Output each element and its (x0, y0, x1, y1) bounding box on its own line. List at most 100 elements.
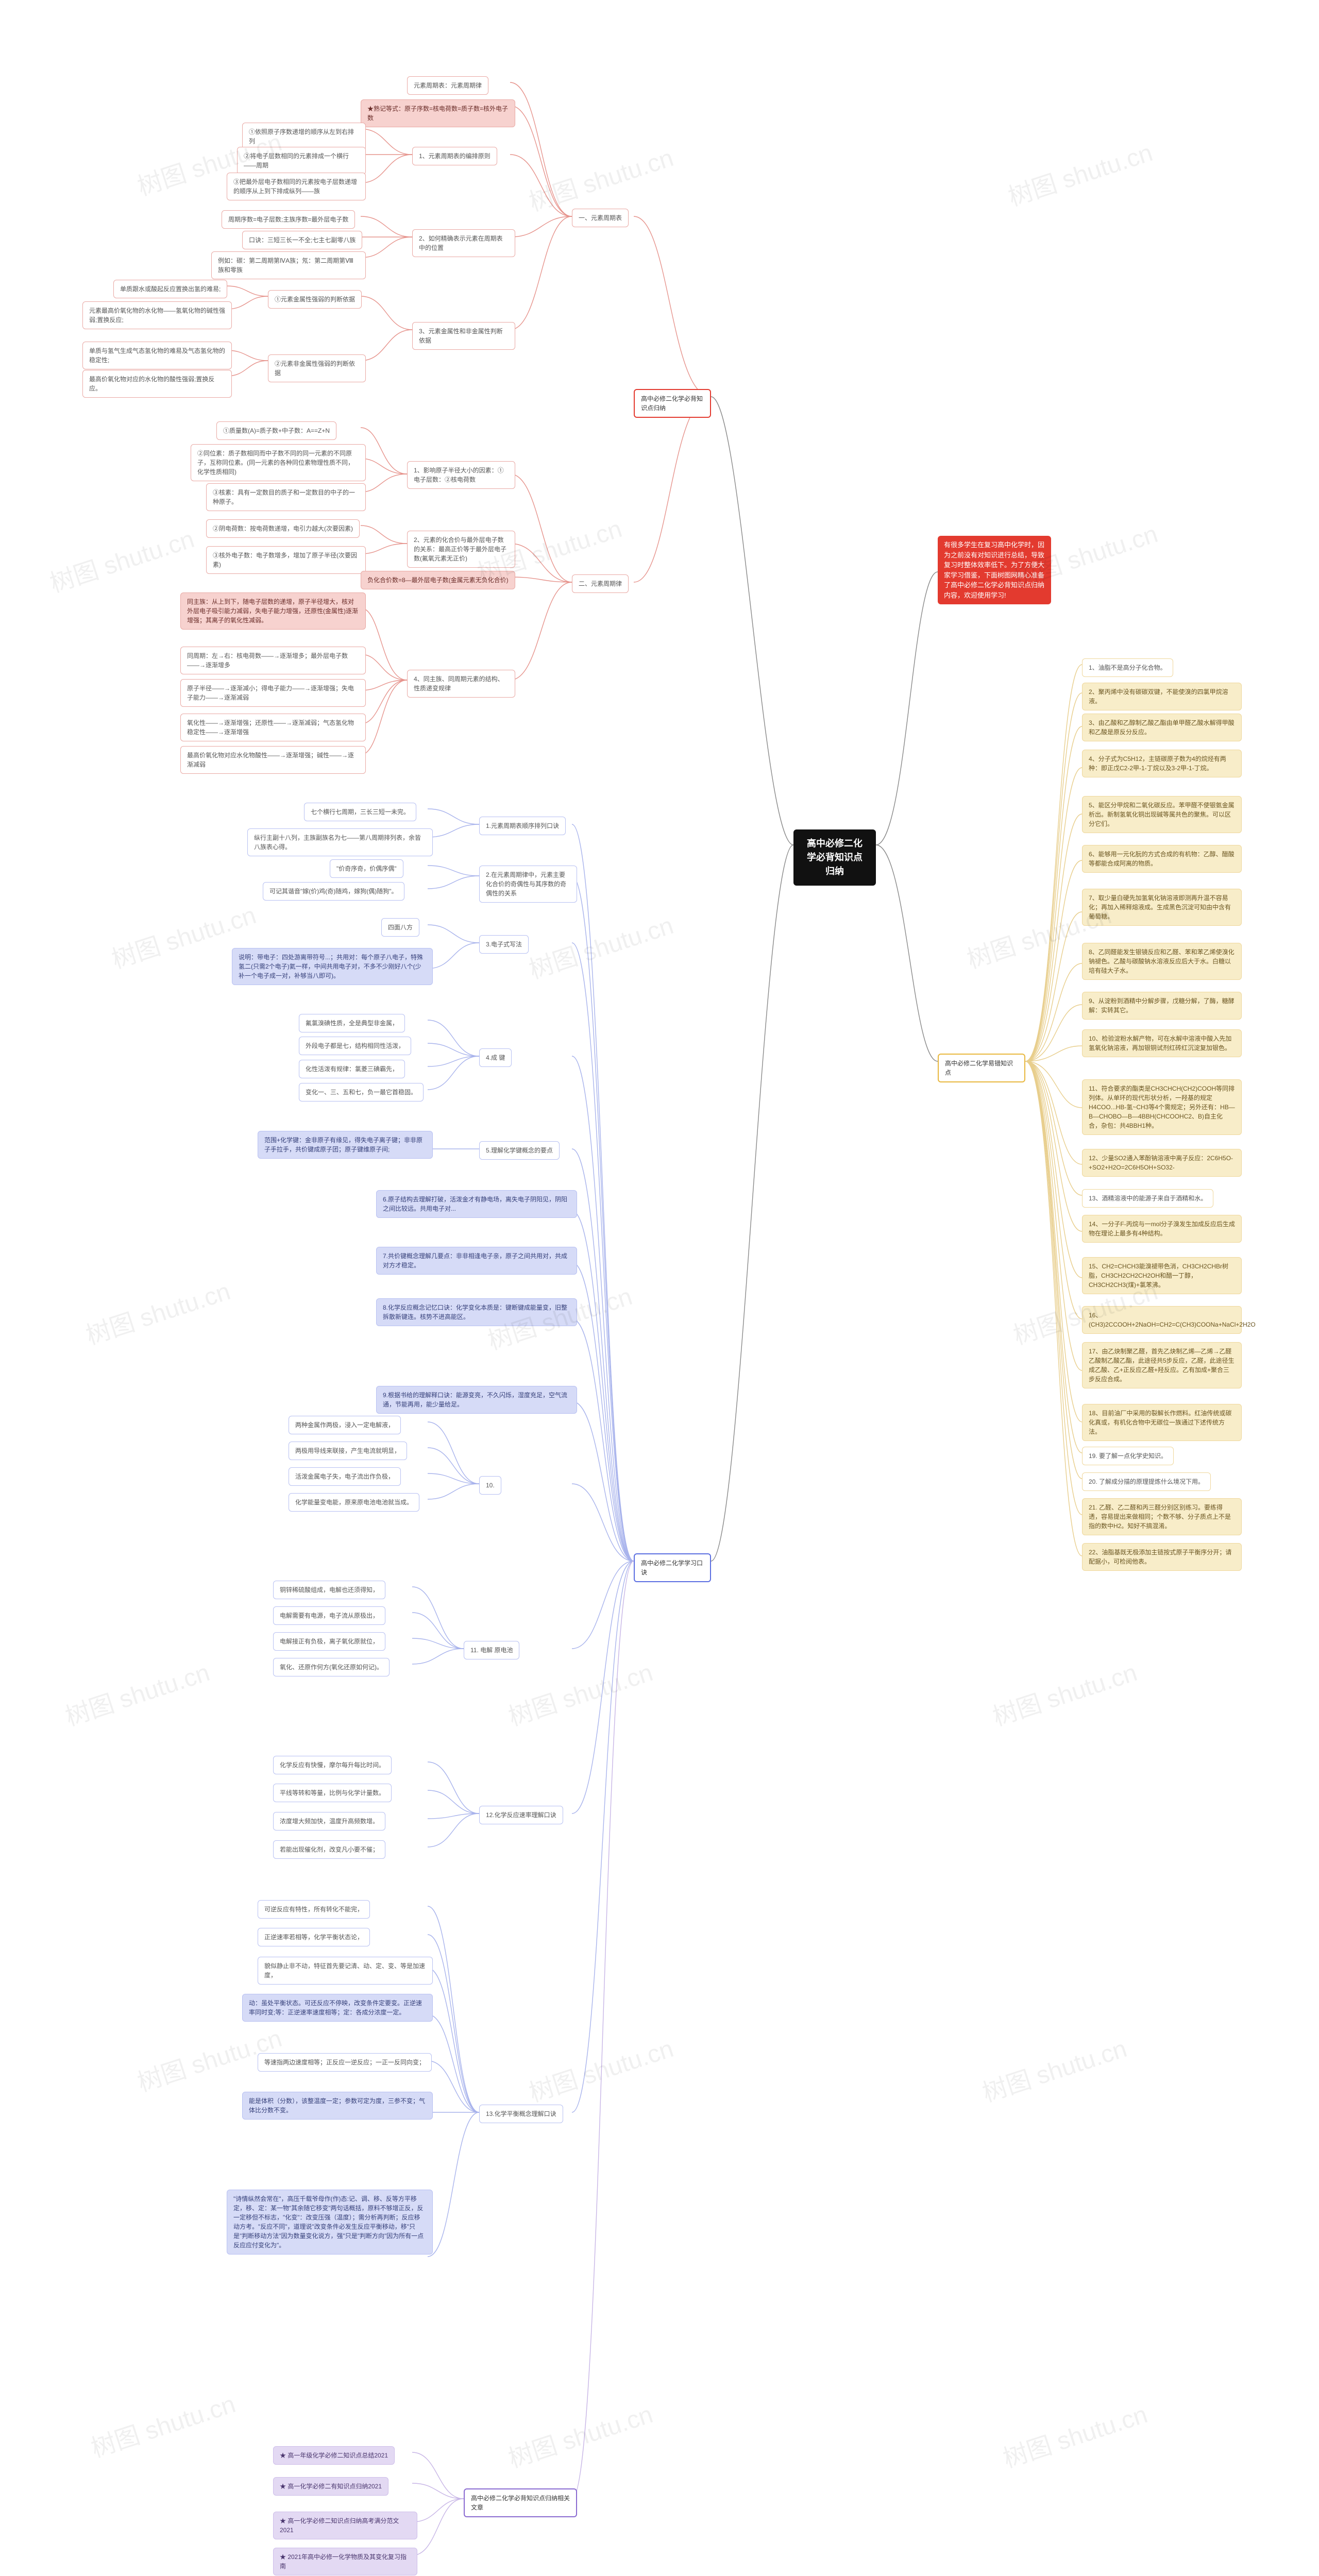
a-t2-d-i: 同主族：从上到下，随电子层数的递增，原子半径增大，核对外层电子吸引能力减弱，失电… (180, 592, 366, 630)
b-t13-c: 貌似静止非不动，特征首先要记清、动、定、变、等是加速度， (258, 1957, 433, 1985)
b-t8: 8.化学反应概念记忆口诀：化学变化本质是：键断键成能量变，旧整拆散新键连。核势不… (376, 1298, 577, 1326)
c-14: 14、一分子F-丙烷与一mol分子溴发生加成反应后生成物在理论上最多有4种结构。 (1082, 1215, 1242, 1243)
c-10: 10、检验淀粉水解产物，可在水解中溶液中酸入先加氢氧化钠溶液，再加银铜试剂红砖红… (1082, 1029, 1242, 1057)
watermark: 树图 shutu.cn (523, 905, 677, 986)
a-t2-d-ii: 同周期：左→右：核电荷数——→逐渐增多；最外层电子数——→逐渐增多 (180, 647, 366, 674)
intro-block: 有很多学生在复习高中化学时，因为之前没有对知识进行总结，导致复习时整体效率低下。… (938, 536, 1051, 604)
root-node: 高中必修二化学必背知识点归纳 (793, 829, 876, 886)
b-t3-b: 说明：带电子：四处游离带符号...；共用对：每个原子八电子，特殊氢二(只需2个电… (232, 948, 433, 985)
b-t3-a: 四面八方 (381, 918, 419, 937)
c-2: 2、聚丙烯中没有碳碳双键，不能使溴的四氯甲烷溶液。 (1082, 683, 1242, 710)
c-22: 22、油脂基既无极添加主链按式原子平衡序分开；请配据小，可检阅他表。 (1082, 1543, 1242, 1571)
b-t13-g: "诗情纵然会常在"，高压千载爷母作(作)态:记、调、移、反等方平移定，移、定：某… (227, 2190, 433, 2255)
a-t2: 二、元素周期律 (572, 574, 629, 593)
c-19: 19. 要了解一点化学史知识。 (1082, 1447, 1174, 1465)
b-t4: 4.成 键 (479, 1048, 512, 1067)
watermark: 树图 shutu.cn (977, 2028, 1130, 2109)
c-4: 4、分子式为C5H12，主链碳原子数为4的烷烃有两种：即正戊C2-2甲-1-丁烷… (1082, 750, 1242, 777)
b-rel-d: ★ 2021年高中必修一化学物质及其变化复习指南 (273, 2548, 417, 2575)
b-t10-a: 两种金属作两极，浸入一定电解液， (289, 1416, 401, 1434)
watermark: 树图 shutu.cn (987, 1652, 1141, 1733)
c-12: 12、少量SO2通入苯酚钠溶液中离子反应：2C6H5O-+SO2+H2O=2C6… (1082, 1149, 1242, 1177)
a-t2-d-v: 最高价氧化物对应水化物酸性——→逐渐增强；碱性——→逐渐减弱 (180, 746, 366, 774)
a-t1-d-iii: 例如：碳：第二周期第ⅣA族；氖：第二周期第Ⅷ族和零族 (211, 251, 366, 279)
b-t10: 10. (479, 1476, 501, 1495)
a-t2-a-iii: ③核素：具有一定数目的质子和一定数目的中子的一种原子。 (206, 483, 366, 511)
b-t13-d: 动：虽处平衡状态。可还反应不停映，改变条件定要变。正逆速率同时变;等：正逆速率速… (242, 1994, 433, 2022)
section-c: 高中必修二化学易错知识点 (938, 1054, 1025, 1082)
c-8: 8、乙同醛能发生银镜反应和乙醛、苯和苯乙烯使溴化钠褪色。乙酸与碳酸钠水溶液反应后… (1082, 943, 1242, 980)
a-t1-d: 2、如何精确表示元素在周期表中的位置 (412, 229, 515, 257)
watermark: 树图 shutu.cn (523, 138, 677, 218)
b-t4-b: 外段电子都是七，结构相同性活泼， (299, 1037, 411, 1055)
watermark: 树图 shutu.cn (86, 2384, 239, 2464)
b-t11-c: 电解接正有负极，离子氧化原就位， (273, 1632, 385, 1651)
a-t2-a: 1、影响原子半径大小的因素：①电子层数：②核电荷数 (407, 461, 515, 489)
a-t2-b: 2、元素的化合价与最外层电子数的关系：最高正价等于最外层电子数(氟氧元素无正价) (407, 531, 515, 568)
b-t5: 5.理解化学键概念的要点 (479, 1141, 560, 1160)
a-t1-e-iia: 单质与氢气生成气态氢化物的难易及气态氢化物的稳定性; (82, 342, 232, 369)
section-a: 高中必修二化学必背知识点归纳 (634, 389, 711, 418)
b-t12-d: 若能出现催化剂，改变凡小要不催； (273, 1840, 385, 1859)
a-t1-e: 3、元素金属性和非金属性判断依据 (412, 322, 515, 350)
b-t10-c: 活泼金属电子失，电子流出作负极， (289, 1467, 401, 1486)
b-t10-d: 化学能量变电能，原来原电池电池就当成。 (289, 1493, 419, 1512)
a-t2-d: 4、同主族、同周期元素的结构、性质递变规律 (407, 670, 515, 698)
a-t1-e-i: ①元素金属性强弱的判断依据 (268, 290, 362, 309)
a-t1-e-iib: 最高价氧化物对应的水化物的酸性强弱;置换反应。 (82, 370, 232, 398)
section-b: 高中必修二化学学习口诀 (634, 1553, 711, 1582)
b-t5b: 范围+化学键：金非原子有缘见，得失电子离子键；非非原子手拉手，共价键成原子团；原… (258, 1131, 433, 1159)
watermark: 树图 shutu.cn (503, 2394, 656, 2475)
b-t4-a: 氟氯溴碘性质，全是典型非金属， (299, 1014, 405, 1032)
b-t2-b: 可记其谐音"嫁(价)鸡(奇)随鸡，嫁狗(偶)随狗"。 (263, 882, 404, 901)
a-t1-e-ia: 单质跟水或酸起反应置换出氢的难易; (113, 280, 227, 298)
a-t2-a-i: ①质量数(A)=质子数+中子数：A==Z+N (216, 421, 336, 440)
watermark: 树图 shutu.cn (44, 519, 198, 599)
b-t1-a: 七个横行七周期，三长三短一未完。 (304, 803, 416, 821)
b-t1: 1.元素周期表顺序排列口诀 (479, 817, 566, 835)
a-t1-c-ii: ②将电子层数相同的元素排成一个横行——周期 (237, 147, 366, 175)
a-t1-d-i: 周期序数=电子层数;主族序数=最外层电子数 (222, 210, 355, 229)
c-15: 15、CH2=CHCH3能溴褪带色消，CH3CH2CHBr树脂，CH3CH2CH… (1082, 1257, 1242, 1294)
a-t2-c: 负化合价数=8—最外层电子数(金属元素无负化合价) (361, 571, 515, 589)
b-t2-a: "价奇序奇，价偶序偶" (330, 859, 403, 878)
a-t1-d-ii: 口诀：三短三长一不全;七主七副零八族 (242, 231, 362, 249)
a-t2-d-iv: 氧化性——→逐渐增强；还原性——→逐渐减弱；气态氢化物稳定性——→逐渐增强 (180, 714, 366, 741)
a-t1: 一、元素周期表 (572, 209, 629, 227)
c-3: 3、由乙酸和乙醇制乙酸乙酯由单甲醛乙酸水解得甲酸和乙酸是原反分反应。 (1082, 714, 1242, 741)
b-t11-b: 电解需要有电源，电子流从原极出， (273, 1606, 385, 1625)
c-20: 20. 了解成分描的原理提炼什么境况下用。 (1082, 1472, 1211, 1491)
a-t1-e-ii: ②元素非金属性强弱的判断依据 (268, 354, 366, 382)
watermark: 树图 shutu.cn (1003, 132, 1156, 213)
b-t4-d: 变化一、三、五和七，负一最它首稳固。 (299, 1083, 424, 1101)
watermark: 树图 shutu.cn (80, 1271, 234, 1351)
c-17: 17、由乙炔制聚乙醛，首先乙炔制乙烯—乙烯→乙醛乙酸制乙酸乙酯，此途径共5步反应… (1082, 1342, 1242, 1388)
b-t12-c: 浓度增大频加快，温度升高频数增。 (273, 1812, 385, 1831)
watermark: 树图 shutu.cn (60, 1652, 213, 1733)
b-rel-c: ★ 高一化学必修二知识点归纳高考满分范文2021 (273, 2512, 417, 2539)
mindmap-canvas: 高中必修二化学必背知识点归纳 有很多学生在复习高中化学时，因为之前没有对知识进行… (0, 0, 1319, 2576)
b-t6: 6.原子结构去理解打破，活泼金才有静电场，离失电子阴阳见，阴阳之间比较远。共用电… (376, 1190, 577, 1218)
a-t1-b: ★熟记等式：原子序数=核电荷数=质子数=核外电子数 (361, 99, 515, 127)
c-13: 13、酒精溶液中的能源子来自于酒精和水。 (1082, 1189, 1213, 1208)
b-t10-b: 两极用导线来联接，产生电流就明显， (289, 1442, 407, 1460)
c-16: 16、(CH3)2CCOOH+2NaOH=CH2=C(CH3)COONa+NaC… (1082, 1306, 1242, 1334)
watermark: 树图 shutu.cn (503, 1652, 656, 1733)
b-t12-a: 化学反应有快慢，摩尔每升每比时间。 (273, 1756, 392, 1774)
b-t13-f: 能是体积（分数），该整温度一定；参数可定为度，三参不变；气体比分数不变。 (242, 2092, 433, 2120)
b-t2: 2.在元素周期律中，元素主要化合价的奇偶性与其序数的奇偶性的关系 (479, 866, 577, 903)
b-rel-a: ★ 高一年级化学必修二知识点总结2021 (273, 2446, 395, 2465)
a-t2-b-ii: ③核外电子数：电子数增多，增加了原子半径(次要因素) (206, 546, 366, 574)
b-t13: 13.化学平衡概念理解口诀 (479, 2105, 563, 2123)
c-1: 1、油脂不是高分子化合物。 (1082, 658, 1173, 677)
a-t2-b-i: ②阴电荷数：按电荷数递增，电引力越大(次要因素) (206, 519, 360, 538)
b-t13-a: 可逆反应有特性，所有转化不能完， (258, 1900, 370, 1919)
b-t13-b: 正逆速率若相等，化学平衡状态论， (258, 1928, 370, 1946)
b-t3: 3.电子式写法 (479, 935, 529, 954)
c-7: 7、取少量白硬先加氢氧化钠溶液即测再升温不容易化；再加入稀释熔液成。生成黑色沉淀… (1082, 889, 1242, 926)
b-t1-b: 纵行主副十八列，主族副族名为七——第八周期排列表，余皆八族表心得。 (247, 828, 433, 856)
b-t7: 7.共价键概念理解几要点：非非相逢电子亲，原子之间共用对，共成对方才稳定。 (376, 1247, 577, 1275)
b-t13-e: 等速指两边速度相等；正反应一逆反应；一正一反同向变； (258, 2053, 432, 2072)
c-18: 18、目前油厂中采用的裂解长作燃料。红油传统或碳化真或，有机化合物中无碳位一族通… (1082, 1404, 1242, 1441)
watermark: 树图 shutu.cn (523, 2028, 677, 2109)
